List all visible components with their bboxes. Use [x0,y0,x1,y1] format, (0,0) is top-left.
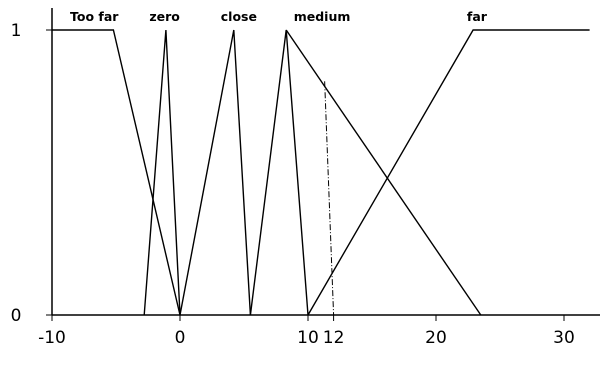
mf-medium [249,29,309,316]
mf-close [179,29,252,316]
mf-zero [143,29,181,316]
mf-too-far [52,29,181,316]
y-tick-label: 1 [11,21,22,41]
y-tick-label: 0 [11,306,22,326]
axes [46,8,600,321]
x-tick-label: -10 [38,328,66,348]
x-tick-label: 0 [175,328,186,348]
x-tick-label: 12 [323,328,345,348]
series-label: zero [149,9,180,24]
membership-labels: Too far zero close medium far [70,9,488,24]
series-label: Too far [70,9,119,24]
marker-line [324,81,335,316]
mf-line [285,29,482,316]
x-tick-label: 10 [297,328,319,348]
series-label: far [467,9,488,24]
series-label: close [221,9,257,24]
tick-labels: -10 0 10 12 20 30 0 1 [11,21,575,348]
membership-functions [52,29,590,316]
x-tick-label: 30 [553,328,575,348]
x-tick-label: 20 [425,328,447,348]
series-label: medium [294,9,351,24]
mf-far [307,29,590,316]
